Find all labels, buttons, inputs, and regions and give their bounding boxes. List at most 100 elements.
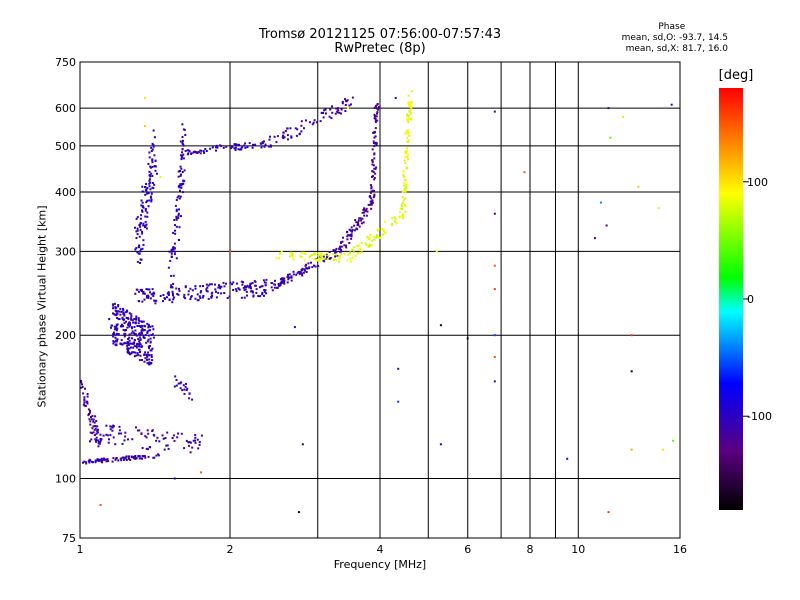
data-point bbox=[152, 336, 155, 339]
data-point bbox=[368, 236, 371, 239]
data-point bbox=[292, 270, 295, 273]
data-point bbox=[170, 256, 173, 258]
data-point bbox=[173, 219, 176, 221]
data-point bbox=[411, 90, 414, 92]
data-point bbox=[117, 333, 120, 336]
data-point bbox=[145, 223, 148, 226]
data-point bbox=[360, 219, 362, 222]
data-point bbox=[316, 259, 319, 261]
data-point bbox=[191, 289, 194, 292]
x-tick-label: 6 bbox=[464, 543, 471, 556]
data-point bbox=[344, 104, 347, 106]
data-point bbox=[566, 457, 569, 460]
data-point bbox=[373, 177, 376, 179]
data-point bbox=[106, 458, 109, 461]
data-point bbox=[128, 455, 130, 458]
data-point bbox=[138, 244, 141, 247]
data-point bbox=[311, 266, 314, 269]
data-point bbox=[137, 455, 140, 458]
data-point bbox=[128, 339, 131, 342]
data-point bbox=[143, 125, 146, 128]
data-point bbox=[143, 298, 146, 301]
data-point bbox=[147, 295, 150, 298]
data-point bbox=[139, 250, 142, 253]
data-point bbox=[128, 325, 131, 328]
data-point bbox=[275, 257, 278, 260]
data-point bbox=[263, 140, 265, 143]
data-point bbox=[246, 294, 248, 297]
data-point bbox=[259, 295, 262, 298]
data-point bbox=[340, 112, 342, 115]
data-point bbox=[336, 110, 339, 113]
data-point bbox=[182, 144, 185, 147]
data-point bbox=[367, 238, 370, 241]
data-point bbox=[147, 345, 150, 348]
data-point bbox=[173, 477, 176, 480]
data-point bbox=[115, 326, 117, 329]
data-point bbox=[164, 437, 167, 439]
data-point bbox=[400, 205, 403, 208]
data-point bbox=[332, 249, 335, 251]
data-point bbox=[151, 325, 154, 328]
data-point bbox=[343, 253, 346, 256]
data-point bbox=[277, 283, 280, 285]
data-point bbox=[112, 331, 115, 334]
data-point bbox=[149, 188, 152, 191]
data-point bbox=[94, 425, 97, 427]
data-point bbox=[105, 433, 108, 436]
data-point bbox=[144, 325, 147, 328]
data-point bbox=[264, 289, 267, 292]
data-point bbox=[338, 255, 341, 258]
data-point bbox=[183, 179, 186, 182]
data-point bbox=[117, 304, 120, 306]
data-point bbox=[360, 241, 363, 244]
data-point bbox=[175, 379, 178, 381]
data-point bbox=[89, 440, 91, 443]
data-point bbox=[196, 152, 199, 154]
data-point bbox=[375, 166, 378, 169]
data-point bbox=[305, 263, 307, 266]
data-point bbox=[206, 286, 209, 289]
data-point bbox=[181, 143, 184, 146]
data-point bbox=[264, 281, 267, 284]
data-point bbox=[146, 192, 149, 195]
data-point bbox=[175, 210, 178, 213]
data-point bbox=[89, 459, 92, 462]
data-point bbox=[299, 255, 302, 258]
data-point bbox=[273, 135, 276, 138]
data-point bbox=[187, 152, 190, 155]
data-point bbox=[147, 326, 150, 329]
data-point bbox=[357, 219, 360, 222]
data-point bbox=[369, 195, 372, 197]
data-point bbox=[181, 389, 184, 392]
data-point bbox=[366, 210, 369, 213]
y-tick-label: 400 bbox=[55, 186, 76, 199]
data-point bbox=[630, 370, 633, 373]
data-point bbox=[138, 429, 141, 432]
data-point bbox=[139, 258, 142, 261]
data-point bbox=[153, 136, 156, 139]
data-point bbox=[184, 150, 187, 152]
data-point bbox=[149, 196, 152, 199]
data-point bbox=[112, 333, 115, 336]
data-point bbox=[126, 348, 129, 351]
data-point bbox=[407, 129, 410, 132]
data-point bbox=[178, 197, 181, 200]
data-point bbox=[278, 257, 281, 260]
x-tick-label: 8 bbox=[527, 543, 534, 556]
data-point bbox=[145, 183, 148, 185]
data-point bbox=[109, 428, 112, 431]
data-point bbox=[263, 290, 266, 293]
data-point bbox=[263, 145, 266, 148]
data-point bbox=[308, 121, 311, 124]
data-point bbox=[176, 196, 179, 199]
chart-subtitle: RwPretec (8p) bbox=[334, 41, 426, 56]
data-point bbox=[288, 273, 291, 276]
data-point bbox=[176, 436, 179, 439]
data-point bbox=[301, 274, 304, 277]
data-point bbox=[194, 285, 197, 288]
data-point bbox=[404, 189, 407, 192]
data-point bbox=[406, 149, 408, 152]
data-point bbox=[270, 286, 273, 289]
data-point bbox=[145, 436, 148, 439]
